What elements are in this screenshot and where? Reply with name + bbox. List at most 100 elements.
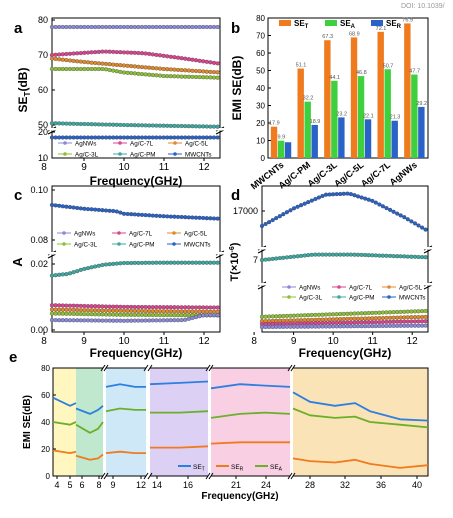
panel-b-bar-label: 23.2 (336, 111, 347, 117)
panel-b-bar-label: 76.9 (402, 17, 413, 23)
panel-e-axis-break (143, 472, 153, 480)
panel-a-series-MWCNTs-point (154, 135, 159, 140)
panel-a-legend-swatch-dot (173, 152, 177, 156)
panel-a-series-AgC3L-point (143, 72, 148, 77)
panel-d-series-AgC5L-point (320, 317, 325, 322)
panel-e-ytick-label: 80 (41, 364, 50, 373)
panel-e-xtick-label: 16 (183, 480, 193, 490)
panel-c-series-MWCNTs-point (75, 205, 80, 211)
panel-d-series-AgNWs-point (323, 324, 329, 329)
panel-b-ytick-label: 80 (256, 14, 265, 23)
panel-b-bar-SET (377, 31, 384, 159)
panel-a-series-MWCNTs-point (215, 135, 220, 140)
panel-a-series-AgCPM-point (186, 124, 191, 129)
panel-e-ytick-label: 20 (41, 445, 50, 454)
panel-b-ytick-label: 20 (256, 119, 265, 128)
panel-b-bar-label: 9.9 (278, 135, 286, 141)
panel-c-series-AgC3L-point (175, 313, 181, 318)
panel-a-series-AgC5L-point (118, 63, 123, 68)
panel-a-ytick-label: 70 (38, 50, 48, 60)
panel-d-series-AgC5L-point (327, 317, 332, 322)
panel-c-series-AgC3L-point (168, 313, 173, 318)
panel-c-series-MWCNTs-point (157, 213, 163, 219)
panel-d-series-AgNWs-point (352, 324, 357, 329)
panel-d-series-AgNWs-point (334, 324, 339, 329)
panel-c-ytick-label: 0.00 (30, 325, 48, 335)
panel-b-bar-SEA (277, 140, 285, 158)
panel-c-series-AgC5L-point (82, 308, 87, 313)
panel-d-series-MWCNTs-point (345, 191, 350, 196)
panel-a-series-AgC5L-point (168, 67, 173, 72)
panel-a-series-AgC7L-point (57, 52, 62, 57)
panel-a-series-MWCNTs-point (201, 135, 206, 140)
panel-a-series-AgC3L-point (211, 75, 217, 80)
panel-d-series-AgCPM-point (366, 253, 371, 258)
panel-d-series-MWCNTs-point (270, 218, 275, 223)
panel-c-series-AgC5L-point (150, 309, 155, 314)
panel-c-series-MWCNTs-point (204, 216, 209, 221)
panel-d-series-MWCNTs-point (359, 195, 364, 200)
panel-a-series-AgCPM-point (208, 124, 213, 129)
panel-a-series-AgNWs-point (168, 24, 173, 30)
panel-a-series-AgC3L-point (197, 75, 202, 80)
panel-c-series-MWCNTs-point (154, 213, 159, 218)
panel-d-series-MWCNTs-point (291, 206, 297, 211)
panel-c-series-AgCPM-point (75, 269, 80, 274)
panel-c-series-AgNWs-point (201, 313, 206, 318)
panel-c-series-AgC5L-point (53, 307, 58, 312)
panel-a-xaxis-tick-label: 11 (159, 162, 170, 173)
panel-d-series-AgC3L-point (313, 312, 318, 317)
panel-b-bar-SEA (331, 80, 338, 158)
panel-c-series-AgC7L-point (179, 305, 184, 310)
panel-a-series-MWCNTs-point (57, 135, 62, 140)
panel-a-series-AgC5L-point (139, 65, 145, 70)
panel-c-series-AgC3L-point (157, 313, 163, 318)
panel-a-series-AgC7L-point (183, 56, 188, 61)
panel-c-series-MWCNTs-point (150, 213, 155, 218)
panel-d-series-AgC7L-point (320, 321, 325, 326)
panel-d-series-AgNWs-point (373, 324, 378, 329)
panel-c-series-MWCNTs-point (85, 207, 91, 212)
panel-d-series-AgC7L-point (338, 320, 343, 325)
panel-e-axis-gap (208, 366, 211, 478)
panel-c-series-MWCNTs-point (165, 214, 170, 219)
panel-c-series-MWCNTs-point (168, 214, 173, 219)
panel-c-series-AgNWs-point (183, 317, 188, 322)
panel-d-series-AgC3L-point (323, 312, 329, 317)
panel-a-series-AgNWs-point (165, 24, 170, 30)
panel-c-series-AgNWs-point (60, 318, 65, 323)
panel-a-series-AgCPM (49, 121, 221, 129)
panel-a-series-AgC7L-point (96, 49, 101, 54)
panel-b-bar-label: 67.3 (322, 34, 333, 40)
panel-a-series-AgCPM-point (125, 123, 130, 128)
panel-d-legend-swatch-dot (387, 285, 391, 289)
panel-c-series-AgC5L-point (165, 309, 170, 314)
panel-e-xtick-label: 6 (79, 480, 84, 490)
panel-e-axis-break (100, 472, 109, 480)
panel-e-axis-break-top (287, 364, 296, 372)
panel-a-series-AgC3L-point (147, 72, 152, 77)
panel-a-series-AgNWs-point (71, 24, 76, 30)
panel-a-series-AgCPM-point (183, 124, 188, 129)
panel-a-series-MWCNTs-point (183, 135, 188, 140)
panel-d-series-AgC5L-point (420, 314, 425, 320)
panel-a-series-AgNWs-point (93, 24, 98, 30)
panel-c-series-AgCPM-point (139, 260, 145, 265)
panel-c-series-AgCPM-point (85, 266, 91, 271)
panel-a-series-AgC7L-point (114, 50, 119, 55)
panel-d-series-MWCNTs-point (366, 197, 371, 202)
panel-d-series-MWCNTs-point (352, 193, 357, 198)
panel-e-axis-gap (146, 366, 150, 478)
panel-c-legend-swatch-dot (172, 242, 176, 246)
panel-d-legend-label: MWCNTs (399, 295, 426, 302)
panel-c-series-AgCPM-point (53, 273, 58, 278)
panel-a-series-AgC3L-point (175, 74, 181, 79)
panel-a-series-AgC7L-point (64, 51, 69, 57)
panel-c-series-AgCPM-point (67, 271, 73, 276)
panel-d-series-AgC3L-point (391, 310, 396, 315)
panel-d-series-AgNWs-point (295, 324, 300, 329)
panel-a-series-AgC5L-point (204, 69, 209, 74)
panel-e-series-SEA-segment (150, 410, 209, 414)
panel-c-series-AgC5L-point (161, 309, 166, 314)
panel-c-series-AgNWs-point (121, 318, 127, 323)
